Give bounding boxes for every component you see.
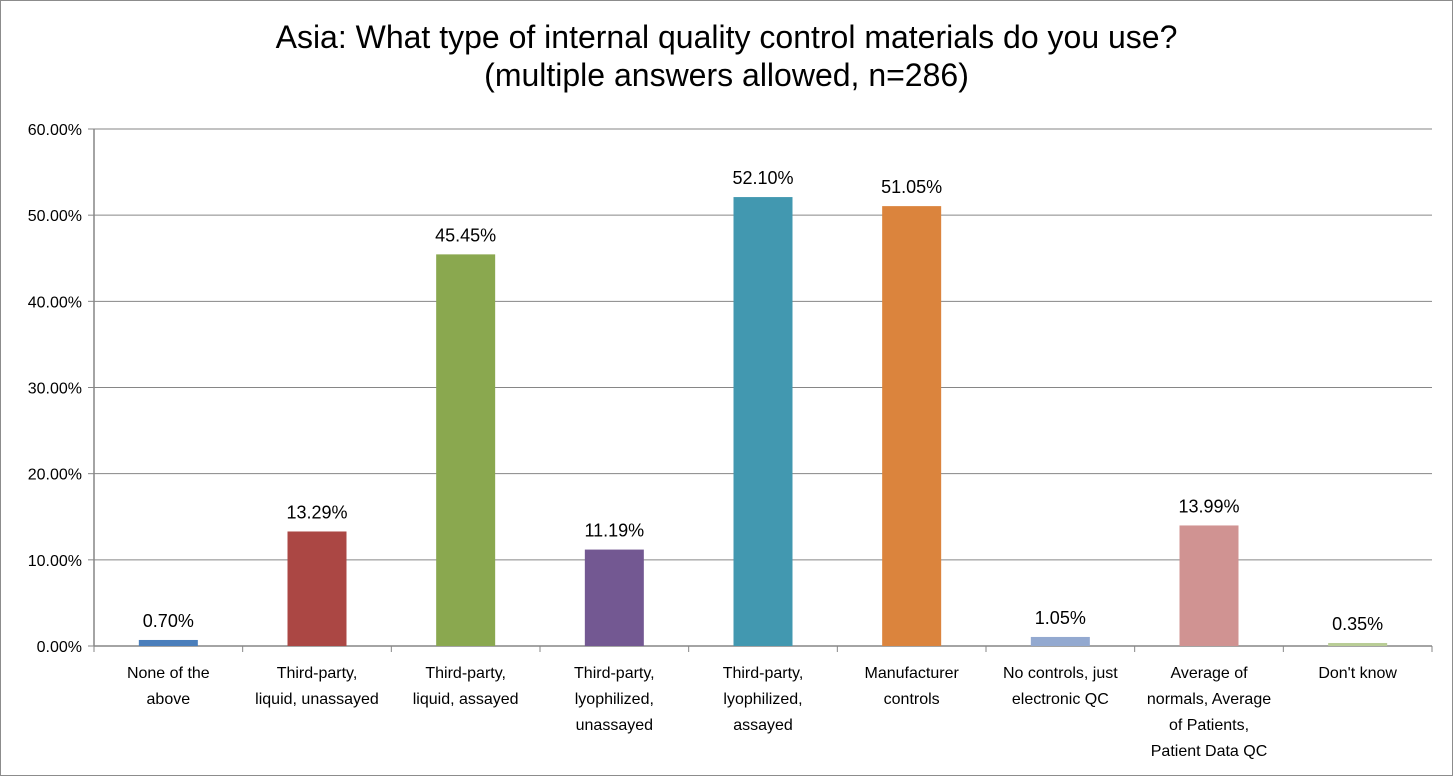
bar: [733, 197, 793, 647]
data-label: 13.99%: [1178, 496, 1239, 516]
bar: [436, 254, 496, 646]
data-label: 13.29%: [286, 502, 347, 522]
bar: [1179, 525, 1239, 646]
bar: [584, 549, 644, 646]
y-tick-label: 40.00%: [28, 294, 82, 311]
category-label: Average of normals, Average of Patients, Pa…: [1147, 665, 1271, 760]
y-tick-label: 50.00%: [28, 208, 82, 225]
bar: [1328, 642, 1388, 646]
category-label: Third-party, lyophilized, unassayed: [574, 665, 655, 734]
category-label: No controls, just electronic QC: [1003, 665, 1118, 708]
data-label: 51.05%: [881, 177, 942, 197]
data-label: 0.70%: [143, 611, 194, 631]
data-label: 45.45%: [435, 225, 496, 245]
bar: [287, 531, 347, 646]
data-label: 11.19%: [584, 521, 644, 541]
bar: [882, 206, 942, 646]
category-label: Third-party, liquid, assayed: [413, 665, 519, 708]
data-label: 1.05%: [1035, 608, 1086, 628]
data-label: 52.10%: [732, 168, 793, 188]
y-tick-label: 60.00%: [28, 122, 82, 139]
chart-title: Asia: What type of internal quality cont…: [0, 18, 1453, 94]
title-line-1: Asia: What type of internal quality cont…: [275, 19, 1178, 55]
category-label: None of the above: [127, 665, 210, 708]
category-label: Don't know: [1318, 665, 1397, 682]
y-tick-label: 10.00%: [28, 553, 82, 570]
y-tick-label: 30.00%: [28, 381, 82, 398]
y-tick-label: 20.00%: [28, 467, 82, 484]
data-label: 0.35%: [1332, 614, 1383, 634]
category-label: Third-party, lyophilized, assayed: [723, 665, 804, 734]
bar: [1030, 636, 1090, 646]
bar: [138, 639, 198, 646]
category-label: Third-party, liquid, unassayed: [255, 665, 379, 708]
y-tick-label: 0.00%: [37, 639, 82, 656]
category-label: Manufacturer controls: [865, 665, 960, 708]
title-line-2: (multiple answers allowed, n=286): [484, 57, 969, 93]
